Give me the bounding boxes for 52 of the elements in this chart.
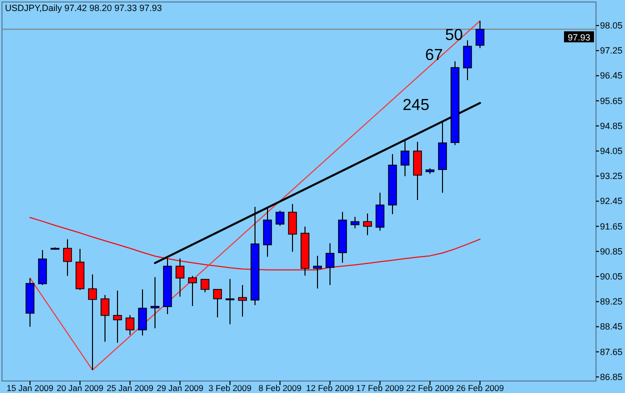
y-tick-label: 93.25 <box>600 171 623 182</box>
line-series <box>30 217 480 270</box>
y-tick-label: 94.05 <box>600 146 623 156</box>
candlestick <box>63 238 72 276</box>
candlestick <box>150 276 160 329</box>
annotation: 50 <box>445 27 463 44</box>
candlestick <box>113 290 122 344</box>
y-tick-label: 90.85 <box>600 246 623 256</box>
candlestick <box>188 275 197 307</box>
candlestick <box>313 255 322 289</box>
chart-title: USDJPY,Daily 97.42 98.20 97.33 97.93 <box>5 3 162 13</box>
y-tick-label: 94.85 <box>600 120 623 131</box>
y-tick-label: 89.25 <box>600 296 623 307</box>
candlestick <box>363 212 372 236</box>
x-tick-label: 15 Jan 2009 <box>6 383 54 393</box>
y-tick-label: 96.45 <box>600 70 623 81</box>
candlestick <box>476 20 484 49</box>
candlestick <box>463 40 472 81</box>
candlestick <box>376 192 384 232</box>
candlestick <box>213 288 222 318</box>
y-tick-label: 95.65 <box>600 96 623 106</box>
candlestick <box>326 242 334 286</box>
candlestick <box>126 314 134 336</box>
x-tick-label: 17 Feb 2009 <box>356 383 404 393</box>
candlestick <box>88 274 97 371</box>
y-tick-label: 97.25 <box>600 46 623 56</box>
candlestick <box>238 284 247 318</box>
ref-line-label: 97.93 <box>568 32 590 42</box>
candlestick <box>276 210 284 226</box>
y-tick-label: 86.85 <box>600 372 623 382</box>
x-tick-label: 12 Feb 2009 <box>306 383 354 393</box>
x-tick-label: 22 Feb 2009 <box>406 383 454 393</box>
candlestick <box>288 204 297 252</box>
candlestick <box>350 216 360 229</box>
candlestick <box>100 294 110 342</box>
candlestick <box>200 278 210 293</box>
x-tick-label: 8 Feb 2009 <box>258 383 302 393</box>
y-tick-label: 90.05 <box>600 272 623 282</box>
x-tick-label: 26 Feb 2009 <box>456 383 504 393</box>
y-tick-label: 92.45 <box>600 196 623 206</box>
x-tick-label: 20 Jan 2009 <box>56 383 104 393</box>
y-tick-label: 98.05 <box>600 20 623 31</box>
candlestick <box>400 138 410 177</box>
y-tick-label: 88.45 <box>600 322 623 332</box>
candlestick <box>138 288 147 336</box>
x-tick-label: 3 Feb 2009 <box>208 383 252 393</box>
annotation: 245 <box>402 97 430 114</box>
y-tick-label: 87.65 <box>600 346 623 357</box>
annotation: 67 <box>425 47 443 64</box>
x-tick-label: 29 Jan 2009 <box>156 383 204 393</box>
y-tick-label: 91.65 <box>600 221 623 232</box>
x-tick-label: 25 Jan 2009 <box>106 383 154 393</box>
